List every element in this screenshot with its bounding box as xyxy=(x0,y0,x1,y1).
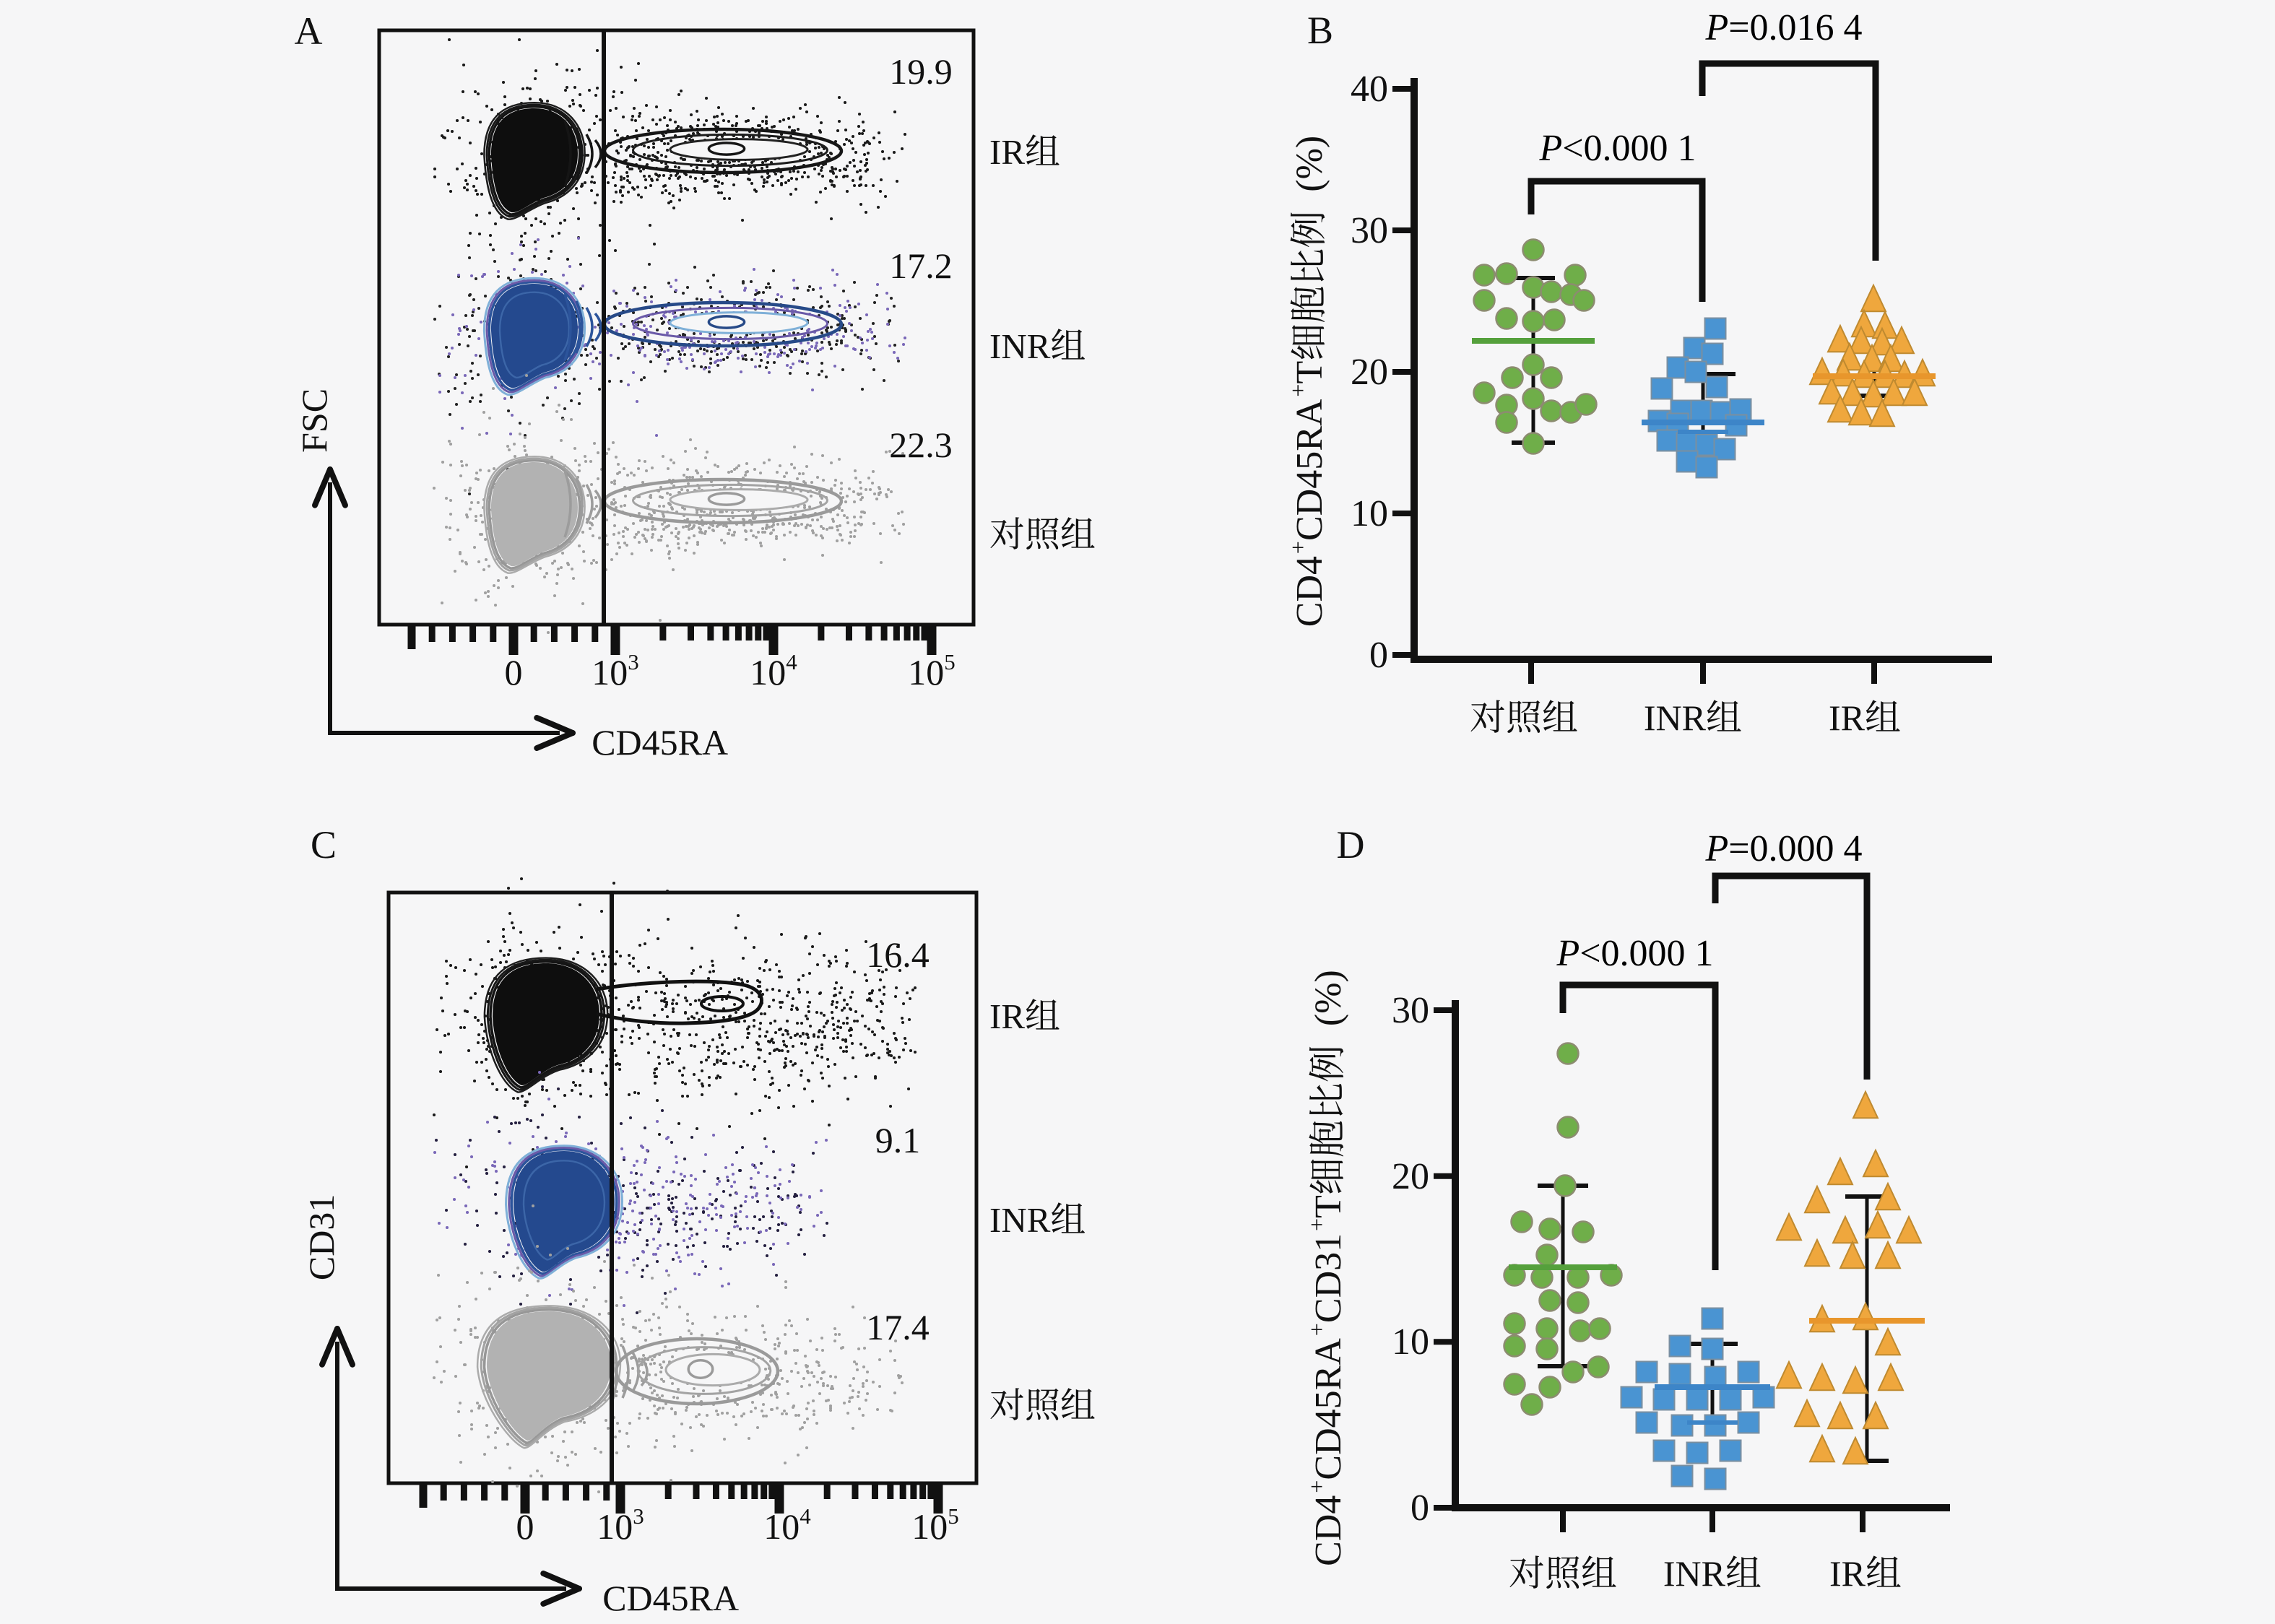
svg-text:INR: INR xyxy=(1644,698,1707,738)
svg-text:20: 20 xyxy=(1392,1156,1429,1197)
svg-text:4: 4 xyxy=(786,649,797,674)
svg-text:17.2: 17.2 xyxy=(889,246,953,286)
svg-text:10: 10 xyxy=(750,652,786,692)
svg-text:0: 0 xyxy=(505,652,523,692)
svg-text:10: 10 xyxy=(911,1506,948,1547)
svg-text:10: 10 xyxy=(592,652,628,692)
svg-text:22.3: 22.3 xyxy=(889,425,953,465)
svg-text:T: T xyxy=(1308,1195,1349,1218)
svg-text:CD45RA: CD45RA xyxy=(592,722,728,763)
svg-text:INR: INR xyxy=(1663,1553,1726,1594)
svg-text:P<0.000 1: P<0.000 1 xyxy=(1556,933,1713,974)
svg-text:30: 30 xyxy=(1351,210,1388,251)
svg-text:5: 5 xyxy=(944,649,956,674)
svg-text:10: 10 xyxy=(908,652,944,692)
svg-text:(%): (%) xyxy=(1289,136,1330,211)
svg-text:5: 5 xyxy=(948,1503,959,1529)
svg-text:19.9: 19.9 xyxy=(889,51,953,92)
svg-text:INR: INR xyxy=(989,1200,1051,1240)
svg-text:+: + xyxy=(1304,1480,1330,1493)
svg-text:CD45RA: CD45RA xyxy=(602,1578,739,1618)
svg-text:P=0.016 4: P=0.016 4 xyxy=(1704,7,1862,48)
svg-text:C: C xyxy=(311,823,337,867)
svg-text:20: 20 xyxy=(1351,352,1388,393)
svg-text:10: 10 xyxy=(763,1506,800,1547)
svg-text:P<0.000 1: P<0.000 1 xyxy=(1538,128,1696,169)
svg-text:(%): (%) xyxy=(1308,970,1349,1045)
svg-text:P=0.000 4: P=0.000 4 xyxy=(1704,828,1862,869)
svg-text:0: 0 xyxy=(1410,1488,1429,1529)
svg-text:16.4: 16.4 xyxy=(866,934,930,975)
svg-text:0: 0 xyxy=(516,1506,534,1547)
svg-text:CD31: CD31 xyxy=(1308,1233,1349,1323)
svg-text:10: 10 xyxy=(597,1506,633,1547)
svg-text:3: 3 xyxy=(628,649,639,674)
svg-text:IR: IR xyxy=(989,996,1025,1036)
svg-text:INR: INR xyxy=(989,326,1051,366)
svg-text:9.1: 9.1 xyxy=(875,1120,921,1160)
svg-text:10: 10 xyxy=(1392,1321,1429,1363)
svg-text:+: + xyxy=(1285,541,1311,554)
svg-text:A: A xyxy=(295,9,323,53)
svg-text:4: 4 xyxy=(800,1503,811,1529)
svg-text:+: + xyxy=(1285,384,1311,397)
svg-text:IR: IR xyxy=(1829,698,1866,738)
svg-text:CD4: CD4 xyxy=(1289,556,1330,627)
svg-text:CD45RA: CD45RA xyxy=(1289,399,1330,541)
svg-text:D: D xyxy=(1337,823,1365,867)
svg-text:FSC: FSC xyxy=(294,388,334,453)
svg-text:CD45RA: CD45RA xyxy=(1308,1338,1349,1480)
svg-text:IR: IR xyxy=(1829,1553,1866,1594)
svg-text:40: 40 xyxy=(1351,69,1388,110)
svg-text:17.4: 17.4 xyxy=(866,1307,930,1347)
svg-text:CD4: CD4 xyxy=(1308,1495,1349,1566)
svg-text:B: B xyxy=(1307,9,1333,52)
svg-text:IR: IR xyxy=(989,132,1025,172)
svg-text:CD31: CD31 xyxy=(301,1194,342,1280)
svg-text:T: T xyxy=(1289,361,1330,384)
svg-text:+: + xyxy=(1304,1218,1330,1231)
svg-text:0: 0 xyxy=(1369,635,1388,676)
svg-text:3: 3 xyxy=(633,1503,644,1529)
svg-text:30: 30 xyxy=(1392,990,1429,1031)
svg-text:10: 10 xyxy=(1351,493,1388,534)
svg-text:+: + xyxy=(1304,1323,1330,1336)
